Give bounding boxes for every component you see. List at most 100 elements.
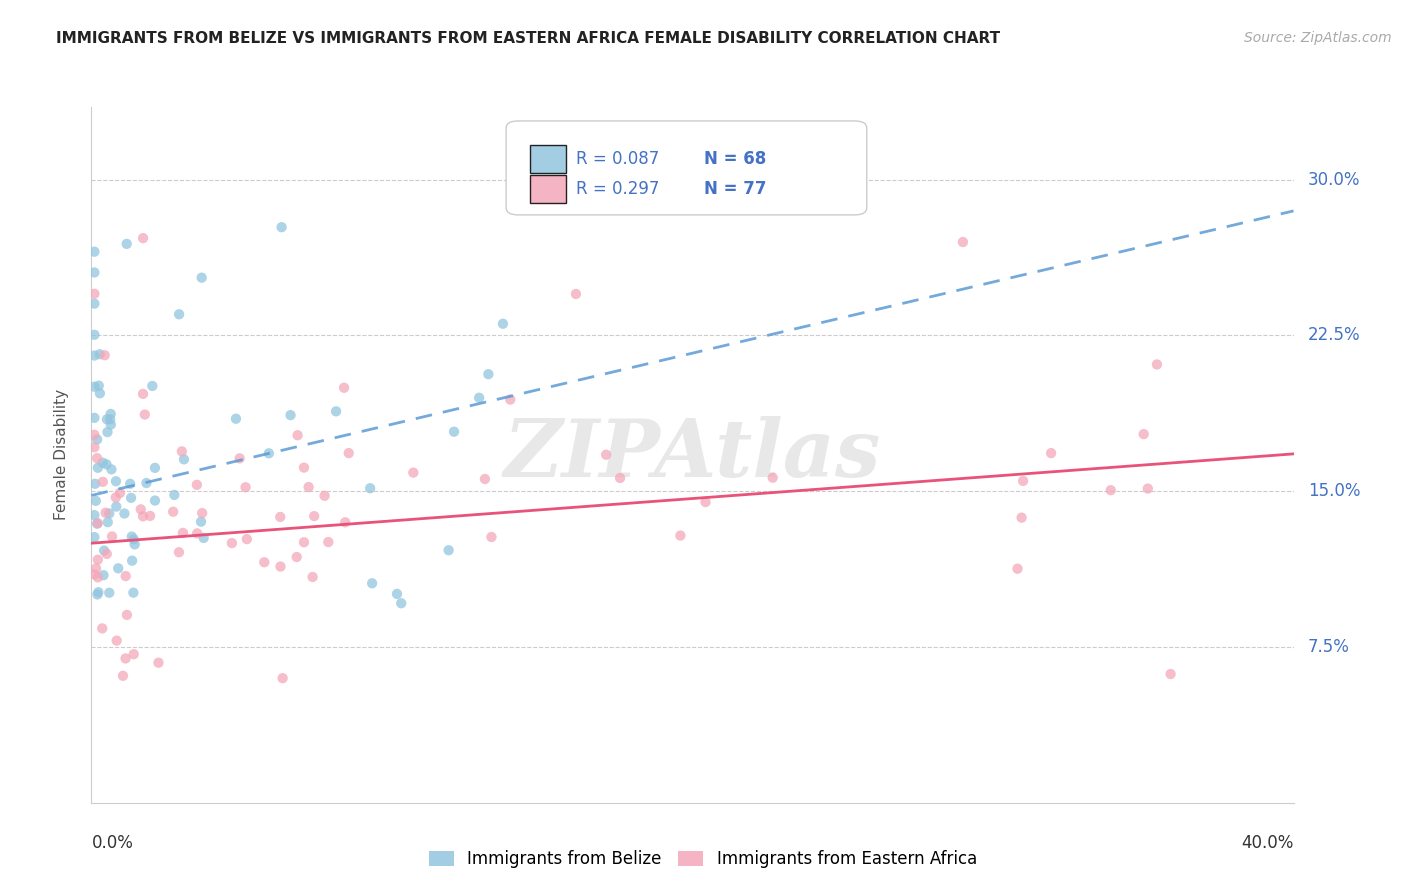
- Point: [98, 507, 121, 521]
- Point: [87, 516, 110, 530]
- Point: [468, 391, 491, 405]
- Point: [83, 440, 105, 454]
- Point: [83, 286, 105, 301]
- Point: [86, 516, 108, 531]
- Point: [97, 515, 120, 529]
- Point: [280, 408, 302, 422]
- Point: [101, 529, 124, 543]
- Point: [83, 530, 105, 544]
- Point: [89, 347, 111, 361]
- Point: [565, 287, 588, 301]
- Point: [167, 307, 190, 321]
- Point: [98, 412, 121, 426]
- Point: [314, 489, 336, 503]
- Point: [669, 528, 692, 542]
- Point: [297, 480, 319, 494]
- FancyBboxPatch shape: [530, 145, 567, 173]
- Point: [301, 570, 323, 584]
- Point: [481, 530, 503, 544]
- Point: [84, 493, 107, 508]
- Point: [170, 444, 193, 458]
- Point: [302, 509, 325, 524]
- Point: [84, 561, 107, 575]
- Point: [269, 510, 291, 524]
- Point: [132, 387, 155, 401]
- Point: [96, 547, 118, 561]
- Point: [1040, 446, 1063, 460]
- Point: [105, 633, 128, 648]
- Point: [1132, 427, 1154, 442]
- Point: [474, 472, 496, 486]
- Point: [221, 536, 243, 550]
- Point: [129, 502, 152, 516]
- Point: [143, 493, 166, 508]
- Point: [83, 410, 105, 425]
- Text: Female Disability: Female Disability: [53, 389, 69, 521]
- Point: [253, 555, 276, 569]
- Point: [1011, 510, 1033, 524]
- Point: [191, 506, 214, 520]
- Point: [112, 507, 135, 521]
- Point: [148, 656, 170, 670]
- Point: [492, 317, 515, 331]
- Text: Source: ZipAtlas.com: Source: ZipAtlas.com: [1244, 31, 1392, 45]
- Legend: Immigrants from Belize, Immigrants from Eastern Africa: Immigrants from Belize, Immigrants from …: [422, 844, 984, 875]
- Text: N = 77: N = 77: [704, 180, 768, 198]
- Point: [83, 265, 105, 279]
- Point: [1099, 483, 1122, 498]
- Point: [141, 379, 163, 393]
- Point: [87, 552, 110, 566]
- Point: [86, 587, 108, 601]
- Point: [477, 367, 499, 381]
- Point: [91, 456, 114, 470]
- Point: [437, 543, 460, 558]
- Point: [186, 526, 208, 541]
- Point: [228, 451, 250, 466]
- Point: [93, 543, 115, 558]
- Point: [83, 327, 105, 342]
- Point: [162, 505, 184, 519]
- Point: [122, 585, 145, 599]
- Point: [121, 554, 143, 568]
- Point: [443, 425, 465, 439]
- Point: [1007, 562, 1029, 576]
- Text: 30.0%: 30.0%: [1308, 170, 1361, 189]
- Point: [96, 412, 118, 426]
- Point: [695, 495, 717, 509]
- Point: [96, 425, 118, 439]
- Point: [107, 561, 129, 575]
- Text: R = 0.297: R = 0.297: [576, 180, 659, 198]
- Point: [93, 348, 115, 362]
- Point: [122, 533, 145, 547]
- Point: [271, 671, 294, 685]
- Point: [287, 428, 309, 442]
- Point: [257, 446, 280, 460]
- Point: [236, 532, 259, 546]
- Point: [105, 500, 128, 514]
- Point: [762, 471, 785, 485]
- Point: [335, 516, 357, 530]
- Point: [121, 530, 143, 544]
- Point: [285, 549, 308, 564]
- Point: [87, 570, 110, 584]
- Point: [173, 452, 195, 467]
- Point: [83, 349, 105, 363]
- Point: [91, 475, 114, 489]
- Point: [186, 478, 208, 492]
- FancyBboxPatch shape: [530, 175, 567, 203]
- Point: [115, 607, 138, 622]
- Point: [115, 236, 138, 251]
- Point: [120, 491, 142, 505]
- Point: [318, 535, 340, 549]
- Text: 40.0%: 40.0%: [1241, 834, 1294, 852]
- Text: 22.5%: 22.5%: [1308, 326, 1361, 344]
- Point: [292, 535, 315, 549]
- Point: [325, 404, 347, 418]
- Point: [193, 531, 215, 545]
- Point: [499, 392, 522, 407]
- Point: [91, 621, 114, 635]
- Text: 0.0%: 0.0%: [91, 834, 134, 852]
- Point: [87, 460, 110, 475]
- Point: [94, 506, 117, 520]
- Point: [93, 568, 115, 582]
